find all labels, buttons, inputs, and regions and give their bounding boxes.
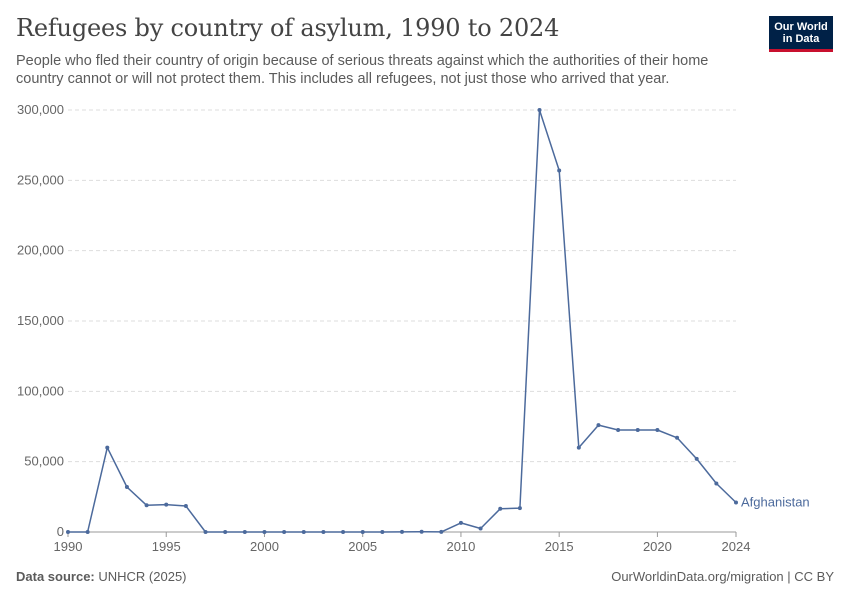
data-point[interactable]	[458, 520, 463, 525]
data-point[interactable]	[203, 530, 208, 534]
data-point[interactable]	[537, 108, 542, 112]
data-point[interactable]	[478, 526, 483, 531]
data-source: Data source: UNHCR (2025)	[16, 569, 187, 584]
x-tick-label: 2024	[722, 539, 751, 554]
chart-subtitle: People who fled their country of origin …	[16, 53, 709, 87]
chart-title: Refugees by country of asylum, 1990 to 2…	[16, 14, 560, 42]
data-point[interactable]	[85, 530, 90, 534]
y-tick-label: 250,000	[17, 172, 64, 187]
data-point[interactable]	[498, 506, 503, 511]
data-point[interactable]	[439, 529, 444, 534]
data-point[interactable]	[223, 530, 228, 534]
data-point[interactable]	[694, 456, 699, 461]
owid-logo[interactable]: Our World in Data	[769, 16, 833, 52]
data-point[interactable]	[124, 484, 129, 489]
data-point[interactable]	[596, 423, 601, 428]
x-tick-label: 1990	[54, 539, 83, 554]
data-point[interactable]	[66, 530, 70, 534]
url-license[interactable]: OurWorldinData.org/migration | CC BY	[611, 569, 834, 584]
y-tick-label: 0	[57, 524, 64, 539]
data-point[interactable]	[321, 530, 326, 534]
data-point[interactable]	[341, 530, 346, 534]
data-point[interactable]	[419, 529, 424, 534]
data-source-label: Data source:	[16, 569, 95, 584]
data-point[interactable]	[557, 168, 562, 173]
data-point[interactable]	[734, 500, 738, 505]
data-point[interactable]	[517, 506, 522, 511]
y-tick-label: 300,000	[17, 102, 64, 117]
data-point[interactable]	[242, 530, 247, 534]
series-label[interactable]: Afghanistan	[741, 494, 810, 509]
data-point[interactable]	[400, 529, 404, 534]
x-tick-label: 2020	[643, 539, 672, 554]
data-point[interactable]	[675, 435, 680, 440]
y-tick-label: 200,000	[17, 243, 64, 258]
x-tick-label: 2015	[545, 539, 574, 554]
x-tick-label: 2010	[446, 539, 475, 554]
data-point[interactable]	[635, 428, 640, 433]
data-point[interactable]	[360, 530, 365, 534]
y-tick-label: 100,000	[17, 383, 64, 398]
data-point[interactable]	[655, 428, 660, 433]
x-tick-label: 2000	[250, 539, 279, 554]
x-tick-label: 2005	[348, 539, 377, 554]
data-point[interactable]	[576, 445, 581, 450]
data-point[interactable]	[380, 530, 385, 534]
x-tick-label: 1995	[152, 539, 181, 554]
data-point[interactable]	[262, 530, 267, 534]
data-point[interactable]	[616, 428, 621, 433]
data-point[interactable]	[164, 502, 169, 507]
data-point[interactable]	[183, 503, 188, 508]
data-point[interactable]	[282, 530, 287, 534]
y-tick-label: 50,000	[24, 454, 64, 469]
logo-line-1: Our World	[774, 21, 828, 33]
y-tick-label: 150,000	[17, 313, 64, 328]
data-point[interactable]	[714, 481, 719, 486]
data-point[interactable]	[144, 503, 149, 508]
data-point[interactable]	[105, 445, 110, 450]
data-source-link[interactable]: UNHCR (2025)	[98, 569, 187, 584]
logo-line-2: in Data	[782, 33, 820, 45]
data-point[interactable]	[301, 530, 306, 534]
